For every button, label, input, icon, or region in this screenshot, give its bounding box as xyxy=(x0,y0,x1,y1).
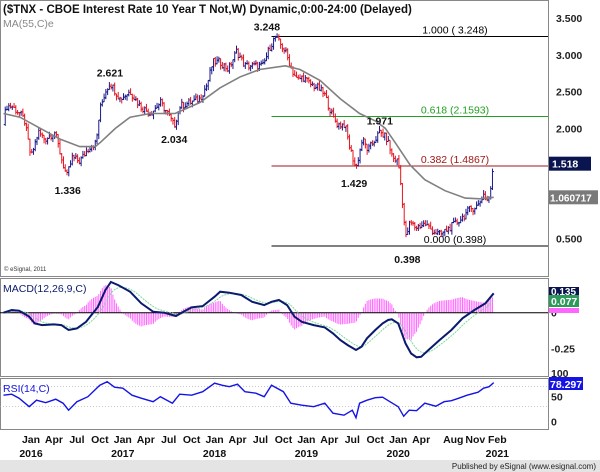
x-month-label: Jan xyxy=(297,434,315,446)
x-year-label: 2020 xyxy=(387,448,411,460)
x-year-label: 2018 xyxy=(203,448,227,460)
signal-value-label: 0.077 xyxy=(551,296,577,308)
copyright-text: © eSignal, 2011 xyxy=(4,266,47,273)
x-month-label: Jul xyxy=(69,434,84,446)
pivot-label: 2.621 xyxy=(97,68,123,80)
x-year-label: 2019 xyxy=(295,448,319,460)
footer-text: Published by eSignal (www.esignal.com) xyxy=(452,462,596,471)
x-month-label: Jan xyxy=(206,434,224,446)
fib-label-0.382: 0.382 (1.4867) xyxy=(421,154,489,166)
price-tick-label: 3.500 xyxy=(556,13,582,25)
price-tick-label: 2.000 xyxy=(556,123,582,135)
signal-value-tag xyxy=(549,295,579,307)
price-panel xyxy=(0,0,549,277)
last-ma-tag xyxy=(549,190,598,205)
rsi-line xyxy=(3,380,495,420)
x-year-label: 2017 xyxy=(111,448,135,460)
pivot-label: 0.398 xyxy=(394,254,420,266)
pivot-label: 1.336 xyxy=(55,185,81,197)
x-month-label: Oct xyxy=(366,434,384,446)
rsi-value-tag xyxy=(549,377,583,390)
x-month-label: Jul xyxy=(253,434,268,446)
fib-label-0.618: 0.618 (2.1593) xyxy=(421,105,489,117)
pivot-label: 1.429 xyxy=(341,178,367,190)
x-month-label: Feb xyxy=(488,434,507,446)
x-month-label: Oct xyxy=(275,434,293,446)
macd-tick-label: 0 xyxy=(551,308,557,320)
price-bar xyxy=(490,168,494,191)
rsi-tick-label: 50 xyxy=(551,392,563,404)
x-month-label: Apr xyxy=(137,434,155,446)
last-price-label: 1.518 xyxy=(552,159,578,171)
x-year-label: 2021 xyxy=(486,448,510,460)
macd-tick-label: -0.25 xyxy=(551,344,575,356)
x-month-label: Oct xyxy=(91,434,109,446)
x-month-label: Jan xyxy=(389,434,407,446)
ma-legend: MA(55,C)e xyxy=(3,18,54,30)
macd-histogram-tag xyxy=(549,308,579,313)
pivot-label: 1.971 xyxy=(367,115,393,127)
x-month-label: Apr xyxy=(229,434,247,446)
x-month-label: Jan xyxy=(22,434,40,446)
footer-bar xyxy=(0,460,600,472)
last-ma-label: 1.060717 xyxy=(550,193,592,204)
rsi-value-label: 78.297 xyxy=(550,379,582,391)
ma55-line xyxy=(3,64,494,200)
price-tick-label: 0.500 xyxy=(556,234,582,246)
x-month-label: Aug xyxy=(443,434,463,446)
macd-legend: MACD(12,26,9,C) xyxy=(3,283,86,295)
x-month-label: Apr xyxy=(45,434,63,446)
fib-label-1.000: 1.000 ( 3.248) xyxy=(422,25,487,37)
rsi-legend: RSI(14,C) xyxy=(3,383,50,395)
pivot-label: 2.034 xyxy=(161,134,187,146)
rsi-tick-label: 0 xyxy=(551,417,557,429)
fib-label-0.000: 0.000 (0.398) xyxy=(424,234,486,246)
macd-value-label: 0.135 xyxy=(551,287,576,298)
pivot-label: 3.248 xyxy=(254,22,280,34)
chart-title: ($TNX - CBOE Interest Rate 10 Year T Not… xyxy=(3,4,412,16)
macd-signal-line xyxy=(3,286,493,354)
price-tick-label: 3.000 xyxy=(556,50,582,62)
x-year-label: 2016 xyxy=(19,448,43,460)
x-month-label: Jul xyxy=(161,434,176,446)
macd-value-tag xyxy=(549,287,579,296)
last-price-tag xyxy=(549,156,591,171)
x-month-label: Apr xyxy=(412,434,430,446)
x-month-label: Nov xyxy=(465,434,485,446)
x-month-label: Oct xyxy=(183,434,201,446)
x-month-label: Jan xyxy=(114,434,132,446)
macd-panel xyxy=(0,278,549,377)
x-month-label: Apr xyxy=(320,434,338,446)
macd-line xyxy=(3,280,495,359)
x-month-label: Jul xyxy=(345,434,360,446)
rsi-panel xyxy=(0,378,549,430)
price-tick-label: 2.500 xyxy=(556,87,582,99)
